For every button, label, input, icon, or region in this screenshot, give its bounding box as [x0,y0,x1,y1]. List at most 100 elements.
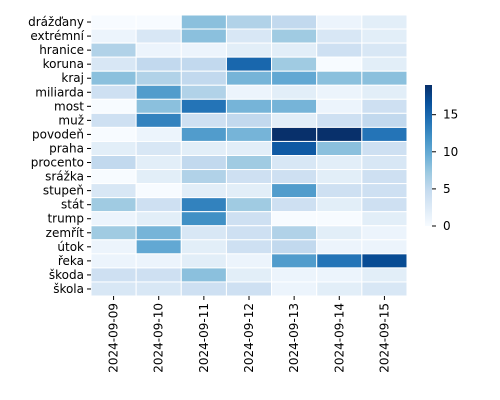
heatmap-cell [135,28,182,44]
heatmap-cell [135,70,182,86]
heatmap-cell [180,28,227,44]
heatmap-cell [361,42,408,58]
x-axis: 2024-09-09 2024-09-10 2024-09-11 2024-09-12… [107,296,391,373]
heatmap-cell [90,140,137,156]
y-tick-label: most [54,99,84,113]
heatmap-cell [90,28,137,44]
heatmap-cell [180,239,227,255]
heatmap-cell [361,155,408,171]
heatmap-cell [361,169,408,185]
heatmap-cell [180,112,227,128]
heatmap-cell [225,155,273,171]
heatmap-cell [90,84,137,100]
heatmap-cell [180,267,227,283]
y-tick-label: stupeň [43,184,84,198]
x-tick-label: 2024-09-14 [332,303,346,373]
heatmap-cell [180,281,227,297]
heatmap-cell [225,239,273,255]
x-tick-label: 2024-09-12 [242,303,256,373]
heatmap-cell [361,267,408,283]
y-tick-label: útok [57,240,84,254]
heatmap-cell [135,98,182,114]
heatmap-cell [316,155,363,171]
y-tick-label: řeka [58,254,84,268]
heatmap-cell [180,225,227,241]
heatmap-cell [316,281,363,297]
colorbar-tick-label: 5 [443,182,451,196]
y-tick-label: stát [61,198,84,212]
heatmap-cell [135,42,182,58]
heatmap-cell [361,14,408,30]
heatmap-cell [316,211,363,227]
heatmap-cell [135,183,182,199]
heatmap-cell [225,140,273,156]
heatmap-cell [271,155,318,171]
heatmap-cell [225,126,273,142]
heatmap-cell [225,197,273,213]
y-tick-label: srážka [45,170,84,184]
heatmap-cell [90,225,137,241]
heatmap-cell [180,253,227,269]
y-tick-label: muž [58,113,84,127]
x-tick-label: 2024-09-11 [197,303,211,373]
heatmap-cell [135,225,182,241]
heatmap-cell [180,98,227,114]
heatmap-cell [316,98,363,114]
heatmap-cell [135,197,182,213]
heatmap-cell [316,112,363,128]
heatmap-cell [90,239,137,255]
y-tick-label: praha [49,141,84,155]
y-tick-label: drážďany [28,15,84,29]
heatmap-cell [361,126,408,142]
heatmap-cell [90,183,137,199]
heatmap-cell [361,225,408,241]
y-tick-label: extrémní [30,29,84,43]
heatmap-cell [271,28,318,44]
heatmap-cell [225,183,273,199]
heatmap-cell [135,140,182,156]
x-tick-label: 2024-09-09 [107,303,121,373]
heatmap-cell [316,197,363,213]
heatmap-cell [361,56,408,72]
heatmap-cell [225,56,273,72]
heatmap-cell [135,211,182,227]
heatmap-cell [135,14,182,30]
heatmap-cell [225,253,273,269]
heatmap-cell [180,56,227,72]
heatmap-cell [271,42,318,58]
heatmap-cell [271,239,318,255]
heatmap-cells [90,14,408,297]
heatmap-cell [180,140,227,156]
heatmap-cell [271,197,318,213]
heatmap-cell [225,42,273,58]
heatmap-cell [225,14,273,30]
heatmap-cell [180,197,227,213]
heatmap-cell [225,70,273,86]
heatmap-cell [180,155,227,171]
heatmap-cell [135,253,182,269]
y-tick-label: škoda [49,268,84,282]
y-tick-label: hranice [39,43,84,57]
heatmap-cell [361,98,408,114]
heatmap-cell [225,211,273,227]
heatmap-cell [225,84,273,100]
heatmap-cell [361,84,408,100]
heatmap-cell [90,211,137,227]
heatmap-cell [180,70,227,86]
heatmap-cell [180,84,227,100]
heatmap-cell [271,281,318,297]
heatmap-cell [90,112,137,128]
heatmap-cell [90,253,137,269]
heatmap-cell [135,56,182,72]
heatmap-cell [225,225,273,241]
heatmap-cell [225,98,273,114]
colorbar-tick-label: 15 [443,108,458,122]
heatmap-cell [135,169,182,185]
heatmap-cell [361,28,408,44]
heatmap-cell [180,169,227,185]
heatmap-cell [361,197,408,213]
heatmap-cell [361,211,408,227]
heatmap-cell [90,56,137,72]
heatmap-cell [135,267,182,283]
